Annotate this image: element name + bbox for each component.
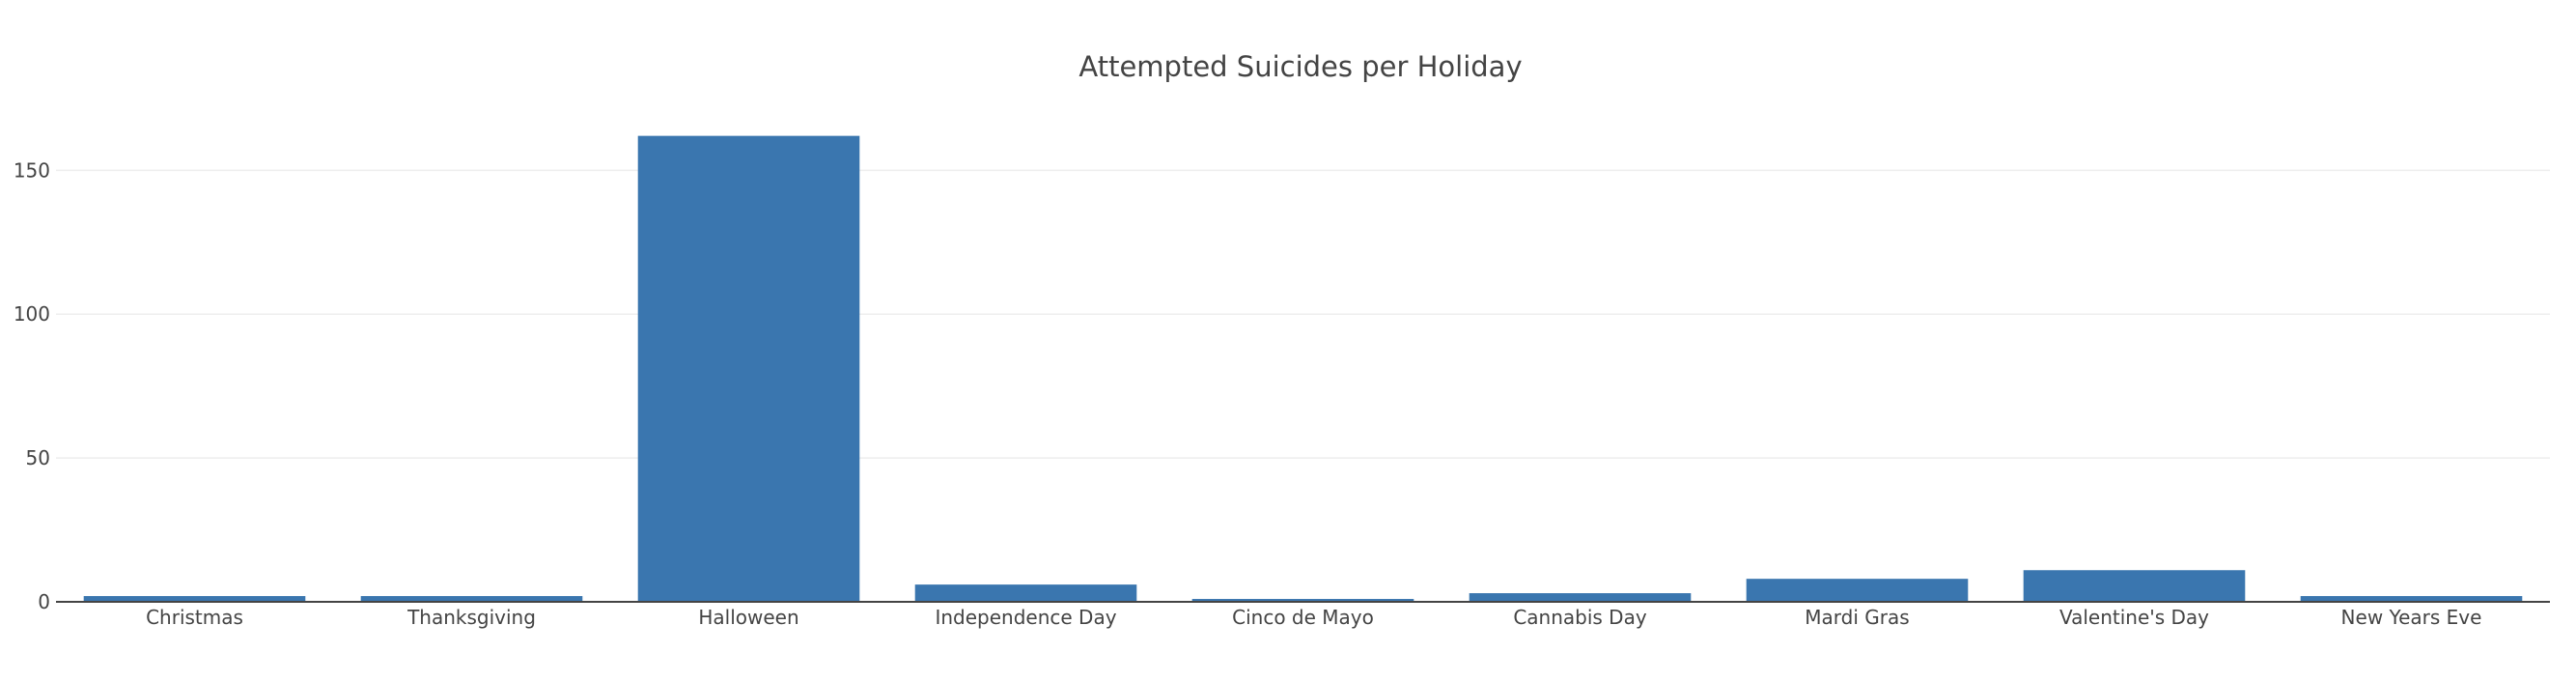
x-tick-label: Thanksgiving <box>406 606 536 629</box>
gridlines <box>56 169 2550 459</box>
x-tick-label: Halloween <box>698 606 798 629</box>
x-tick-label: Mardi Gras <box>1805 606 1909 629</box>
bars <box>83 135 2523 602</box>
x-tick-label: Christmas <box>146 606 243 629</box>
bar-valentine-s-day[interactable] <box>2023 570 2246 602</box>
bar-independence-day[interactable] <box>914 584 1137 602</box>
bar-mardi-gras[interactable] <box>1746 579 1969 602</box>
x-tick-label: Cinco de Mayo <box>1232 606 1374 629</box>
y-axis-ticks: 0 50 100 150 <box>14 158 50 613</box>
bar-cannabis-day[interactable] <box>1469 593 1692 602</box>
bar-new-years-eve[interactable] <box>2300 596 2523 602</box>
x-tick-label: Valentine's Day <box>2059 606 2209 629</box>
x-tick-label: New Years Eve <box>2341 606 2482 629</box>
y-tick-label: 150 <box>14 158 50 182</box>
y-tick-label: 50 <box>26 446 50 469</box>
bar-thanksgiving[interactable] <box>360 596 583 602</box>
bar-christmas[interactable] <box>83 596 306 602</box>
x-tick-label: Cannabis Day <box>1513 606 1647 629</box>
chart-title: Attempted Suicides per Holiday <box>1078 50 1522 83</box>
y-tick-label: 100 <box>14 302 50 326</box>
y-tick-label: 0 <box>38 590 50 613</box>
bar-halloween[interactable] <box>637 135 860 602</box>
bar-cinco-de-mayo[interactable] <box>1191 599 1414 602</box>
x-tick-label: Independence Day <box>935 606 1116 629</box>
x-axis-ticks: Christmas Thanksgiving Halloween Independen… <box>146 606 2481 629</box>
